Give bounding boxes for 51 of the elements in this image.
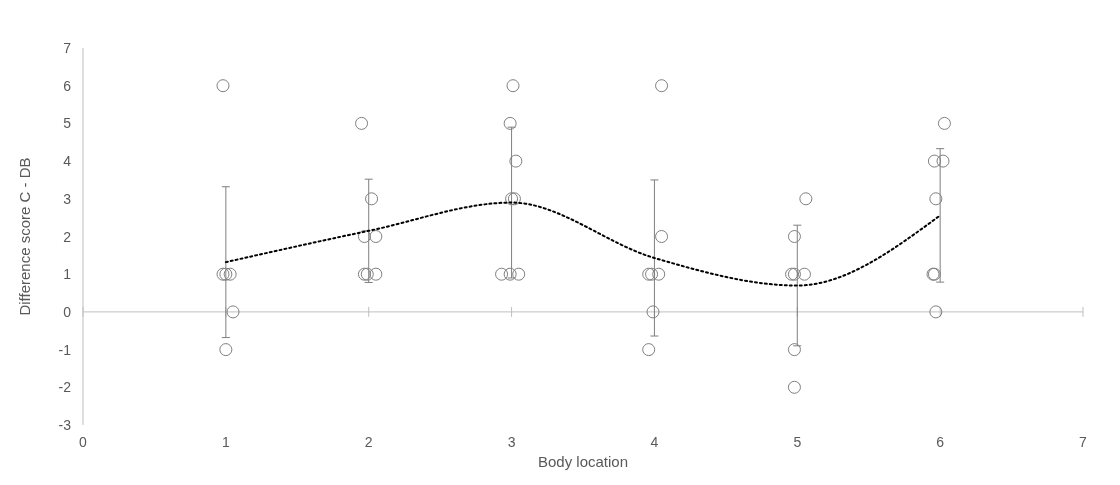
point	[797, 267, 811, 281]
point	[646, 305, 660, 319]
y-tick-label: -2	[58, 379, 72, 396]
x-tick-label: 0	[79, 434, 88, 450]
x-tick-label: 7	[1079, 434, 1088, 450]
y-tick-label: 7	[63, 40, 72, 56]
point	[655, 230, 669, 243]
point	[495, 267, 509, 281]
point	[642, 343, 656, 357]
point	[936, 154, 950, 168]
y-tick-label: 0	[63, 303, 72, 320]
x-axis-title: Body location	[537, 453, 629, 470]
y-tick-label: 6	[63, 77, 72, 94]
y-tick-label: -1	[58, 341, 72, 358]
point	[927, 154, 941, 168]
point	[357, 230, 371, 243]
point	[799, 192, 813, 206]
point	[929, 305, 943, 319]
point	[506, 79, 520, 93]
y-tick-label: -3	[58, 417, 72, 433]
point	[355, 116, 369, 130]
point	[937, 116, 951, 130]
x-tick-label: 5	[793, 434, 802, 450]
point	[512, 267, 526, 281]
point	[787, 380, 801, 394]
point	[655, 79, 669, 93]
point	[509, 154, 523, 168]
point	[503, 116, 517, 130]
point	[226, 305, 240, 319]
point	[369, 267, 383, 281]
point	[787, 343, 801, 357]
y-tick-label: 3	[63, 190, 72, 207]
y-tick-label: 2	[63, 228, 72, 245]
x-tick-label: 1	[221, 434, 230, 450]
point	[216, 79, 230, 93]
point	[223, 267, 237, 281]
x-tick-label: 2	[364, 434, 373, 450]
x-tick-label: 6	[936, 434, 945, 450]
point	[503, 267, 517, 281]
point	[365, 192, 379, 206]
point	[929, 192, 943, 206]
point	[369, 230, 383, 243]
point	[652, 267, 666, 281]
y-tick-label: 5	[63, 115, 72, 132]
y-tick-label: 4	[63, 153, 72, 170]
point	[219, 343, 233, 357]
y-tick-label: 1	[63, 266, 72, 283]
x-tick-label: 3	[507, 434, 516, 450]
x-tick-label: 4	[650, 434, 659, 450]
y-axis-title: Difference score C - DB	[16, 157, 33, 316]
point	[787, 230, 801, 243]
